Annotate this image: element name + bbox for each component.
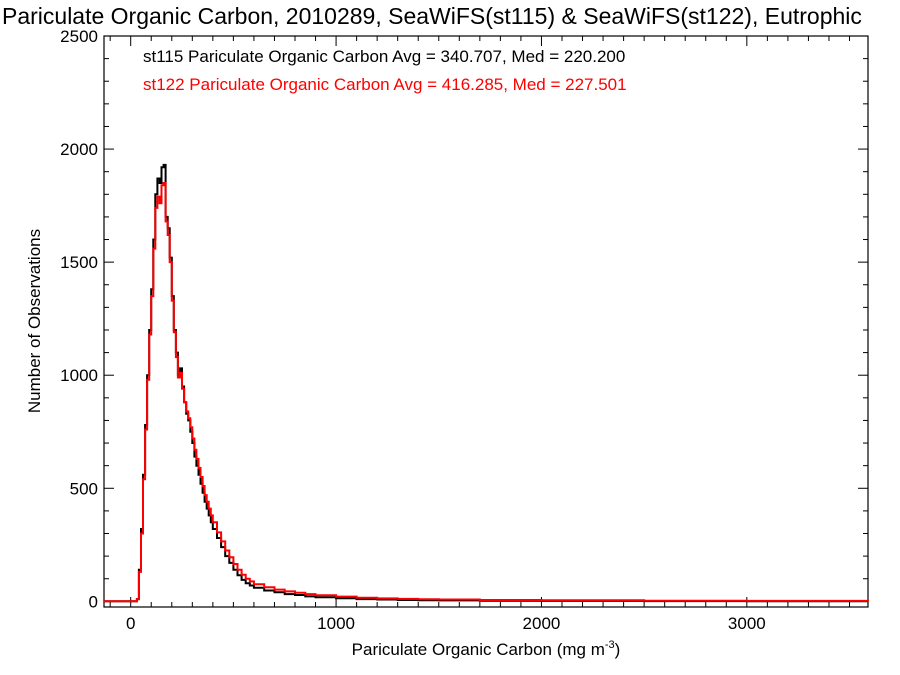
x-axis-label: Pariculate Organic Carbon (mg m-3) <box>352 639 621 659</box>
x-tick-label: 2000 <box>523 614 561 633</box>
x-axis-label-superscript: -3 <box>605 639 615 651</box>
x-axis-label-main: Pariculate Organic Carbon (mg m <box>352 640 605 659</box>
legend-entry-st122: st122 Pariculate Organic Carbon Avg = 41… <box>143 75 627 94</box>
legend: st115 Pariculate Organic Carbon Avg = 34… <box>143 47 627 94</box>
x-tick-label: 0 <box>126 614 135 633</box>
chart-title: Pariculate Organic Carbon, 2010289, SeaW… <box>2 3 862 29</box>
x-axis-label-close: ) <box>615 640 621 659</box>
x-tick-label: 3000 <box>728 614 766 633</box>
y-axis-label: Number of Observations <box>25 229 44 413</box>
series-line-st122 <box>104 182 869 603</box>
plot-frame <box>103 35 869 608</box>
y-tick-label: 2000 <box>60 140 98 159</box>
y-tick-label: 500 <box>70 479 98 498</box>
y-tick-label: 2500 <box>60 27 98 46</box>
series-line-st115 <box>104 163 868 603</box>
x-tick-label: 1000 <box>317 614 355 633</box>
y-axis-ticks: 0 500 1000 1500 2000 2500 <box>60 27 868 611</box>
y-tick-label: 1000 <box>60 366 98 385</box>
series-lines <box>104 163 869 603</box>
legend-entry-st115: st115 Pariculate Organic Carbon Avg = 34… <box>143 47 625 66</box>
y-tick-label: 1500 <box>60 253 98 272</box>
y-tick-label: 0 <box>89 592 98 611</box>
